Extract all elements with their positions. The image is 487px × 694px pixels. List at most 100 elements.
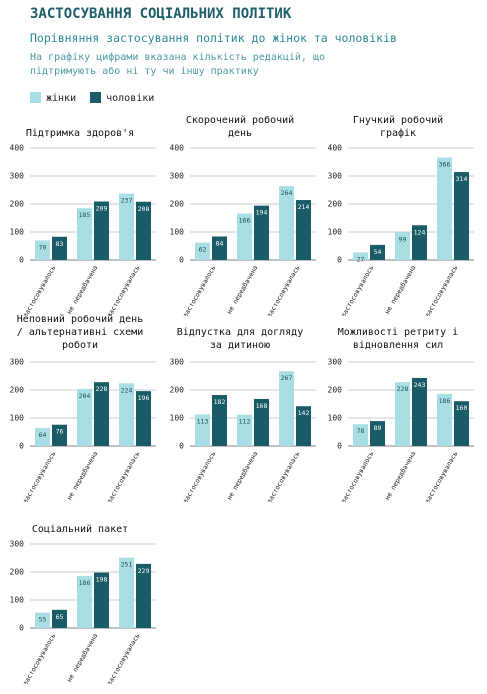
- y-tick-label: 300: [10, 358, 25, 367]
- y-tick-label: 300: [328, 172, 343, 181]
- y-tick-label: 200: [170, 200, 185, 209]
- value-label: 185: [79, 211, 91, 219]
- bar: [254, 398, 269, 446]
- bar: [412, 225, 427, 260]
- x-tick-label: застосовувалась: [105, 264, 141, 316]
- chart-panel: Можливості ретриту і відновлення сил 0 100…: [318, 316, 478, 515]
- bar: [370, 244, 385, 260]
- value-label: 182: [214, 398, 226, 406]
- chart: 0 100 200 300 113 182 не застосовувалось 112 168…: [170, 358, 316, 515]
- bar: [136, 391, 151, 446]
- chart: 0 100 200 300 78 89 не застосовувалось 228 243 не…: [328, 358, 474, 515]
- bar: [52, 609, 67, 628]
- y-tick-label: 100: [328, 414, 343, 423]
- y-tick-label: 100: [170, 228, 185, 237]
- chart-panel: Підтримка здоров'я 0 100 200 300 400 70 83 не за…: [0, 104, 160, 329]
- y-tick-label: 200: [10, 386, 25, 395]
- value-label: 209: [96, 204, 108, 212]
- legend-label: чоловіки: [106, 93, 155, 104]
- value-label: 142: [298, 409, 310, 417]
- value-label: 237: [121, 197, 133, 205]
- y-tick-label: 0: [19, 624, 24, 633]
- y-tick-label: 0: [337, 442, 342, 451]
- y-tick-label: 0: [337, 256, 342, 265]
- y-tick-label: 200: [10, 568, 25, 577]
- chart-panel: Неповний робочий день / альтернативні сх…: [0, 314, 160, 515]
- y-tick-label: 200: [328, 200, 343, 209]
- value-label: 166: [239, 217, 251, 225]
- value-label: 168: [256, 402, 268, 410]
- x-tick-label: не передбачена: [65, 450, 99, 502]
- value-label: 70: [39, 243, 47, 251]
- legend-item: чоловіки: [90, 92, 154, 104]
- y-tick-label: 0: [19, 256, 24, 265]
- x-tick-label: не застосовувалось: [333, 264, 375, 316]
- value-label: 186: [439, 397, 451, 405]
- bar: [353, 424, 368, 446]
- value-label: 84: [216, 239, 224, 247]
- value-label: 54: [374, 248, 382, 256]
- chart-panel: Соціальний пакет 0 100 200 300 55 65 не застосо…: [0, 500, 160, 694]
- legend-label: жінки: [46, 93, 77, 104]
- x-tick-label: не застосовувалось: [15, 450, 57, 502]
- bar: [412, 377, 427, 446]
- y-tick-label: 400: [328, 144, 343, 153]
- x-tick-label: не застосовувалось: [15, 264, 57, 316]
- value-label: 27: [357, 255, 365, 263]
- value-label: 78: [357, 427, 365, 435]
- x-tick-label: не передбачена: [65, 264, 99, 316]
- value-label: 214: [298, 203, 310, 211]
- note: На графіку цифрами вказана кількість ред…: [30, 52, 326, 77]
- value-label: 228: [397, 385, 409, 393]
- bar: [353, 252, 368, 260]
- y-tick-label: 300: [170, 358, 185, 367]
- bar: [195, 242, 210, 260]
- value-label: 196: [138, 394, 150, 402]
- value-label: 113: [197, 417, 209, 425]
- y-tick-label: 300: [328, 358, 343, 367]
- value-label: 208: [138, 205, 150, 213]
- value-label: 366: [439, 161, 451, 169]
- bar: [119, 557, 134, 628]
- x-tick-label: застосовувалась: [265, 450, 301, 502]
- bar: [136, 201, 151, 260]
- value-label: 186: [79, 579, 91, 587]
- bar: [237, 213, 252, 260]
- value-label: 76: [56, 428, 64, 436]
- x-tick-label: застосовувалась: [265, 264, 301, 316]
- value-label: 112: [239, 418, 251, 426]
- chart: 0 100 200 300 400 70 83 не застосовувалось 185 20…: [10, 144, 156, 329]
- bar: [52, 424, 67, 446]
- value-label: 198: [96, 576, 108, 584]
- x-tick-label: застосовувалась: [105, 632, 141, 684]
- value-label: 124: [414, 228, 426, 236]
- bar: [77, 208, 92, 260]
- bar: [454, 172, 469, 260]
- chart-title: Неповний робочий день / альтернативні сх…: [16, 314, 144, 351]
- bar: [77, 575, 92, 628]
- y-tick-label: 300: [10, 172, 25, 181]
- bar: [94, 572, 109, 628]
- legend: жінки чоловіки: [30, 92, 154, 104]
- bar: [136, 563, 151, 628]
- chart-panel: Відпустка для догляду за дитиною 0 100 200 3…: [160, 316, 320, 515]
- legend-item: жінки: [30, 92, 76, 104]
- y-tick-label: 100: [10, 414, 25, 423]
- x-tick-label: не передбачена: [65, 632, 99, 684]
- value-label: 89: [374, 424, 382, 432]
- bar: [237, 414, 252, 446]
- bar: [395, 382, 410, 446]
- value-label: 224: [121, 386, 133, 394]
- bar: [35, 240, 50, 260]
- value-label: 267: [281, 374, 293, 382]
- bar: [296, 406, 311, 446]
- x-tick-label: не передбачена: [225, 450, 259, 502]
- value-label: 314: [456, 175, 468, 183]
- bar: [195, 414, 210, 446]
- chart: 0 100 200 300 64 76 не застосовувалось 204 228 не…: [10, 358, 156, 515]
- value-label: 55: [39, 616, 47, 624]
- title: ЗАСТОСУВАННЯ СОЦІАЛЬНИХ ПОЛІТИК: [30, 6, 292, 22]
- value-label: 65: [56, 613, 64, 621]
- x-tick-label: застосовувалась: [423, 450, 459, 502]
- chart: 0 100 200 300 400 27 54 не застосовувалось 99 124…: [328, 144, 474, 329]
